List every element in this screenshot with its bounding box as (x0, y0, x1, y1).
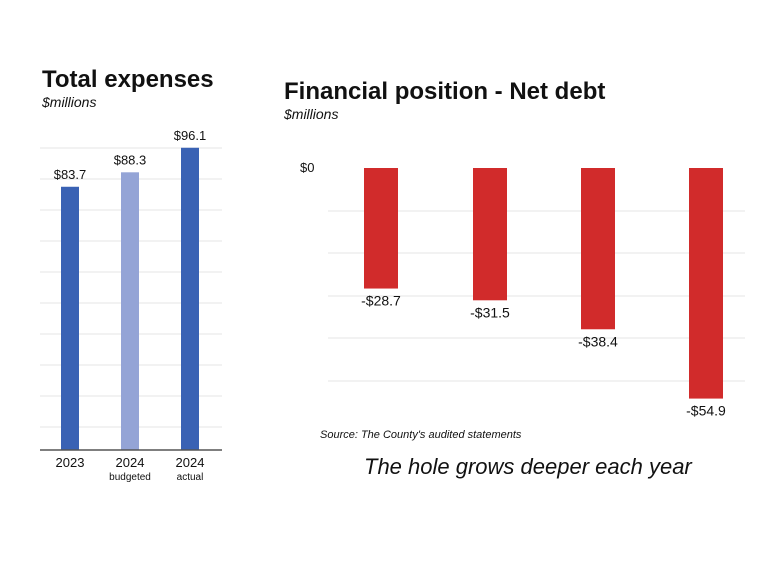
expenses-bar (121, 172, 139, 450)
expenses-bar (181, 147, 199, 450)
net-debt-bar (581, 168, 615, 330)
expenses-category-note: budgeted (109, 472, 151, 483)
net-debt-data-label: -$31.5 (470, 304, 510, 320)
net-debt-bar (689, 168, 723, 399)
expenses-data-label: $96.1 (174, 128, 207, 143)
net-debt-bar (473, 168, 507, 301)
net-debt-chart-title: Financial position - Net debt (284, 78, 606, 105)
expenses-chart-title: Total expenses (42, 66, 214, 93)
net-debt-data-label: -$38.4 (578, 333, 618, 349)
net-debt-data-label: -$28.7 (361, 293, 401, 309)
expenses-bar (61, 186, 79, 451)
expenses-category-label: 2024 (116, 455, 145, 470)
net-debt-chart-subtitle: $millions (284, 106, 339, 122)
source-note: Source: The County's audited statements (320, 429, 522, 441)
expenses-chart-subtitle: $millions (42, 94, 97, 110)
expenses-data-label: $83.7 (54, 167, 87, 182)
expenses-data-label: $88.3 (114, 152, 147, 167)
expenses-category-label: 2023 (56, 455, 85, 470)
net-debt-bar (364, 168, 398, 289)
expenses-category-label: 2024 (176, 455, 205, 470)
expenses-category-note: actual (177, 472, 204, 483)
net-debt-y-tick-label: $0 (300, 160, 314, 175)
tagline: The hole grows deeper each year (364, 454, 692, 479)
net-debt-data-label: -$54.9 (686, 403, 726, 419)
